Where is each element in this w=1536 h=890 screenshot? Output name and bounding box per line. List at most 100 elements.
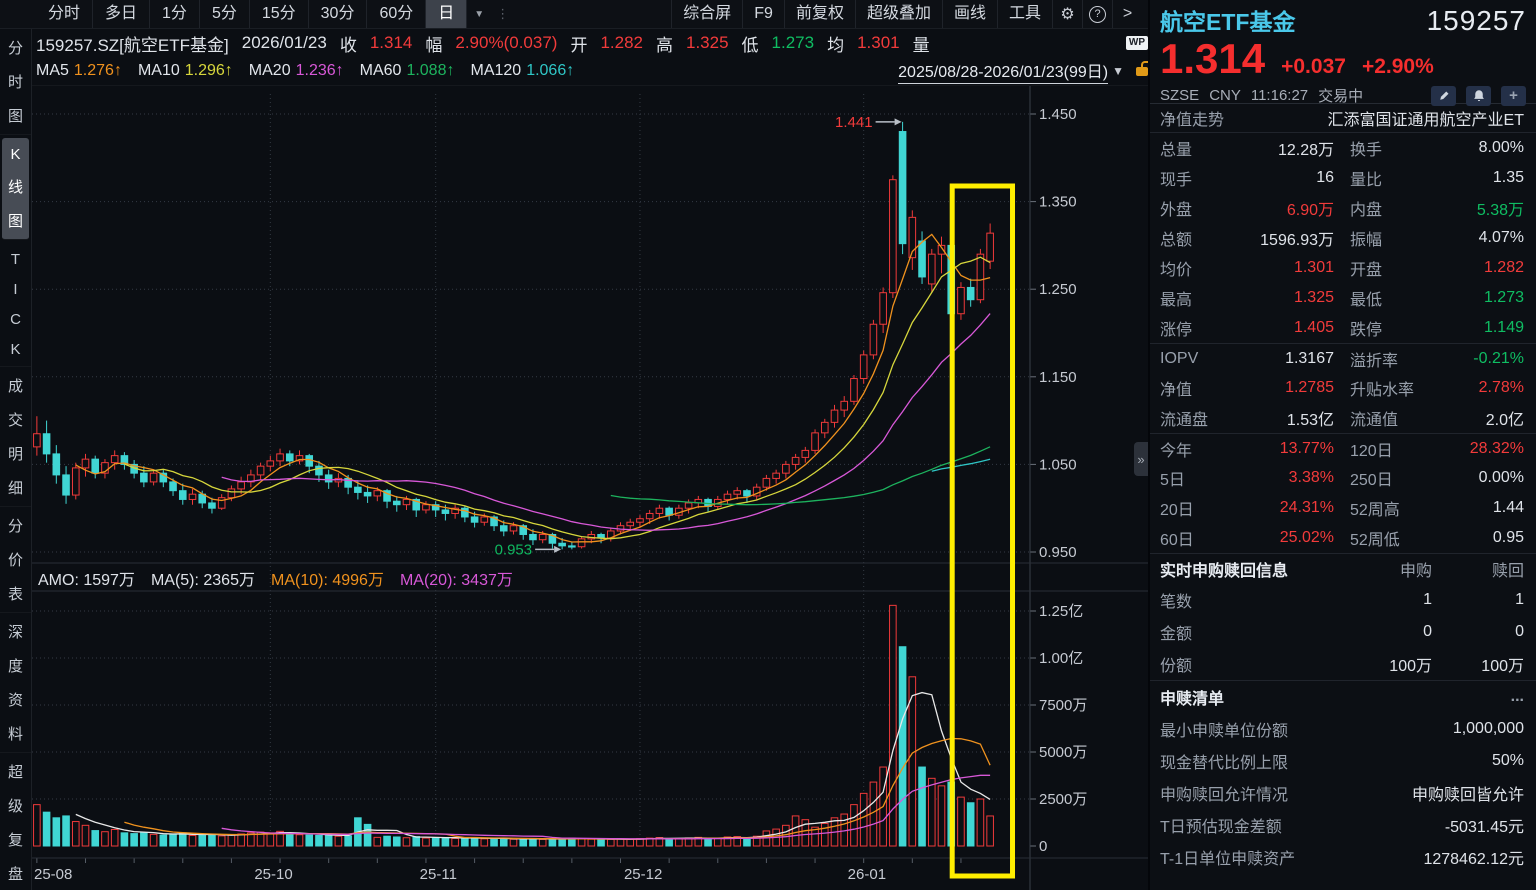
sidebar-item-超级复盘[interactable]: 超级复盘 bbox=[0, 753, 31, 890]
tool-F9[interactable]: F9 bbox=[742, 0, 784, 28]
nav-row[interactable]: 净值走势 汇添富国证通用航空产业ET bbox=[1150, 104, 1536, 133]
help-circle: ? bbox=[1089, 5, 1106, 23]
amo-segment: AMO: 1597万 bbox=[38, 572, 135, 589]
quote-cell: 120日 28.32% bbox=[1350, 437, 1524, 461]
tab-日[interactable]: 日 bbox=[426, 0, 468, 28]
grip-icon[interactable]: ⋮ bbox=[496, 6, 510, 21]
quote-label: 净值 bbox=[1160, 382, 1193, 399]
quote-value: 13.77% bbox=[1279, 439, 1334, 457]
tab-30分[interactable]: 30分 bbox=[309, 0, 368, 28]
quote-cell: 60日 25.02% bbox=[1160, 526, 1350, 550]
rt-value-subscribe: 100万 bbox=[1389, 658, 1432, 675]
rt-col-redeem: 赎回 bbox=[1491, 563, 1524, 580]
list-value: 1,000,000 bbox=[1452, 720, 1524, 737]
info-segment: 量 bbox=[912, 35, 930, 55]
tab-分时[interactable]: 分时 bbox=[36, 0, 94, 28]
kline-volume-chart[interactable]: 1.450 1.350 1.250 1.150 1.050 0.950 1.25亿 1.00亿… bbox=[32, 86, 1148, 890]
quote-panel: 航空ETF基金 159257 1.314 +0.037 +2.90% SZSE … bbox=[1150, 0, 1536, 890]
tab-5分[interactable]: 5分 bbox=[200, 0, 250, 28]
price-axis-tick: 1.350 bbox=[1039, 194, 1077, 211]
alert-button[interactable] bbox=[1466, 85, 1491, 106]
tool-画线[interactable]: 画线 bbox=[941, 0, 997, 28]
redeem-list-title[interactable]: 申赎清单... bbox=[1150, 680, 1536, 713]
last-price: 1.314 bbox=[1160, 35, 1266, 82]
settings-gear-icon[interactable]: ⚙ bbox=[1052, 0, 1082, 28]
quote-value: 1.44 bbox=[1492, 499, 1524, 516]
quote-row: 外盘 6.90万 内盘 5.38万 bbox=[1150, 193, 1536, 223]
list-row: T-1日单位申赎资产 1278462.12元 bbox=[1150, 841, 1536, 873]
price-change: +0.037 bbox=[1281, 55, 1346, 78]
quote-value: 2.78% bbox=[1478, 379, 1524, 396]
more-icon[interactable]: ... bbox=[1510, 688, 1524, 705]
rt-value-redeem: 0 bbox=[1515, 623, 1524, 640]
rt-value-subscribe: 0 bbox=[1423, 623, 1432, 640]
list-value: 申购赎回皆允许 bbox=[1411, 787, 1524, 804]
sidebar-item-成交明细[interactable]: 成交明细 bbox=[0, 367, 31, 507]
collapse-panel-button[interactable]: » bbox=[1134, 442, 1148, 476]
quote-value: 1.53亿 bbox=[1286, 412, 1334, 429]
info-segment: 1.325 bbox=[686, 33, 729, 52]
quote-cell: 外盘 6.90万 bbox=[1160, 196, 1350, 220]
chevron-right-icon[interactable]: > bbox=[1112, 0, 1142, 28]
kline-chart-area[interactable]: 1.450 1.350 1.250 1.150 1.050 0.950 1.25亿 1.00亿… bbox=[32, 85, 1148, 890]
tool-工具[interactable]: 工具 bbox=[996, 0, 1052, 28]
quote-label: 120日 bbox=[1350, 442, 1393, 460]
chevron-down-icon[interactable]: ▼ bbox=[474, 8, 485, 20]
price-axis-tick: 1.050 bbox=[1039, 456, 1077, 473]
pencil-icon bbox=[1439, 91, 1448, 100]
quote-value: 8.00% bbox=[1478, 139, 1524, 156]
quote-label: 流通盘 bbox=[1160, 412, 1209, 429]
sidebar-item-分时图[interactable]: 分时图 bbox=[0, 29, 31, 135]
ma-label: MA5 bbox=[36, 62, 69, 79]
tool-超级叠加[interactable]: 超级叠加 bbox=[854, 0, 942, 28]
amo-legend: AMO: 1597万 MA(5): 2365万 MA(10): 4996万 MA(20… bbox=[38, 566, 513, 590]
tab-60分[interactable]: 60分 bbox=[367, 0, 427, 28]
tool-综合屏[interactable]: 综合屏 bbox=[671, 0, 742, 28]
volume-axis-tick: 1.25亿 bbox=[1039, 603, 1083, 620]
quote-cell: 今年 13.77% bbox=[1160, 437, 1350, 461]
add-button[interactable]: + bbox=[1501, 85, 1526, 106]
date-range-dropdown-icon[interactable]: ▼ bbox=[1112, 64, 1124, 78]
rt-value-redeem: 1 bbox=[1515, 591, 1524, 608]
help-icon[interactable]: ? bbox=[1082, 0, 1112, 28]
quote-value: 1.301 bbox=[1293, 259, 1334, 276]
amo-segment: MA(20): 3437万 bbox=[399, 572, 513, 589]
ma-values: MA5 1.276↑ MA10 1.296↑ MA20 1.236↑ MA60 1.088↑ M… bbox=[36, 62, 590, 80]
info-segment: 收 bbox=[339, 35, 357, 55]
ma-label: MA60 bbox=[359, 62, 402, 79]
quote-value: 12.28万 bbox=[1277, 142, 1334, 159]
quote-info-bar: 159257.SZ[航空ETF基金] 2026/01/23 收 1.314 幅 2.90%… bbox=[36, 29, 1148, 57]
x-axis-label: 25-08 bbox=[34, 866, 72, 883]
tab-1分[interactable]: 1分 bbox=[150, 0, 200, 28]
tab-15分[interactable]: 15分 bbox=[250, 0, 309, 28]
tool-buttons: 综合屏 F9 前复权 超级叠加 画线 工具 bbox=[671, 0, 1052, 28]
edit-button[interactable] bbox=[1431, 85, 1456, 106]
quote-label: 均价 bbox=[1160, 262, 1193, 279]
quote-panel-header: 航空ETF基金 159257 1.314 +0.037 +2.90% SZSE … bbox=[1150, 0, 1536, 106]
unlock-icon[interactable] bbox=[1136, 60, 1153, 76]
quote-cell: 溢折率 -0.21% bbox=[1350, 347, 1524, 371]
price-annotation: 0.953 bbox=[495, 541, 533, 558]
quote-row: 20日 24.31% 52周高 1.44 bbox=[1150, 493, 1536, 523]
volume-axis-tick: 2500万 bbox=[1039, 791, 1087, 808]
info-segment: 1.301 bbox=[857, 33, 900, 52]
tab-多日[interactable]: 多日 bbox=[93, 0, 151, 28]
ma60-line bbox=[610, 446, 991, 506]
list-value: -5031.45元 bbox=[1444, 819, 1524, 836]
quote-label: 量比 bbox=[1350, 172, 1383, 189]
quote-label: 60日 bbox=[1160, 532, 1194, 549]
tool-前复权[interactable]: 前复权 bbox=[783, 0, 855, 28]
quote-cell: 流通盘 1.53亿 bbox=[1160, 406, 1350, 430]
wp-icon[interactable]: WP bbox=[1125, 36, 1148, 50]
quote-cell: 总量 12.28万 bbox=[1160, 136, 1350, 160]
quote-cell: 涨停 1.405 bbox=[1160, 316, 1350, 340]
date-range-link[interactable]: 2025/08/28-2026/01/23(99日) bbox=[898, 58, 1109, 84]
quote-value: 1.3167 bbox=[1285, 349, 1334, 367]
amo-segment: MA(10): 4996万 bbox=[270, 572, 384, 589]
sidebar-item-深度资料[interactable]: 深度资料 bbox=[0, 613, 31, 753]
quote-cell: 20日 24.31% bbox=[1160, 496, 1350, 520]
sidebar-item-分价表[interactable]: 分价表 bbox=[0, 507, 31, 613]
stock-name[interactable]: 航空ETF基金 bbox=[1160, 9, 1296, 35]
